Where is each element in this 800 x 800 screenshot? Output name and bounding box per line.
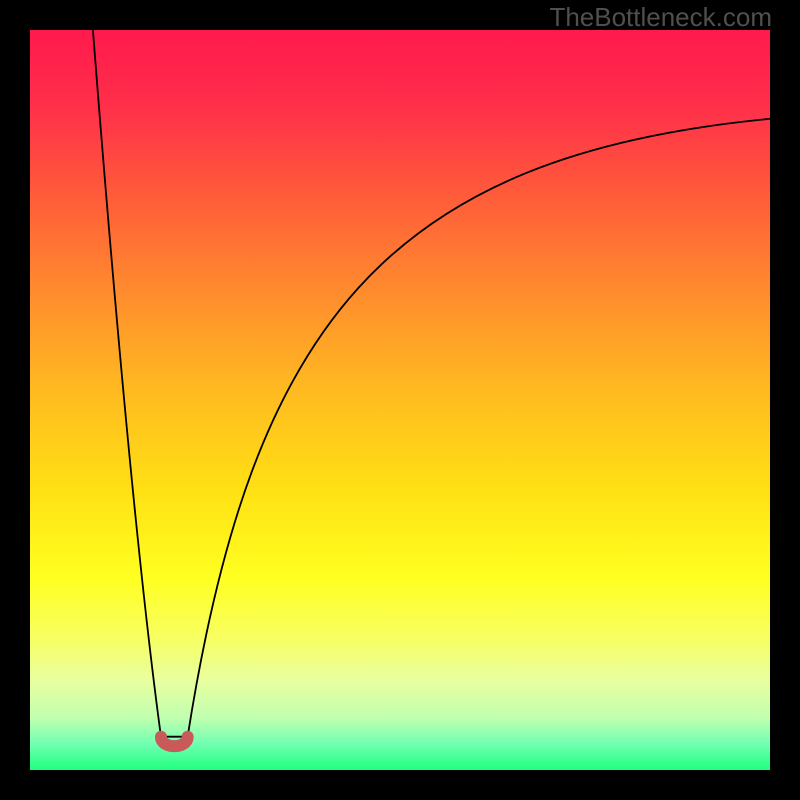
figure-container: TheBottleneck.com [0,0,800,800]
watermark-text: TheBottleneck.com [549,2,772,33]
plot-svg [0,0,800,800]
plot-background [30,30,770,770]
